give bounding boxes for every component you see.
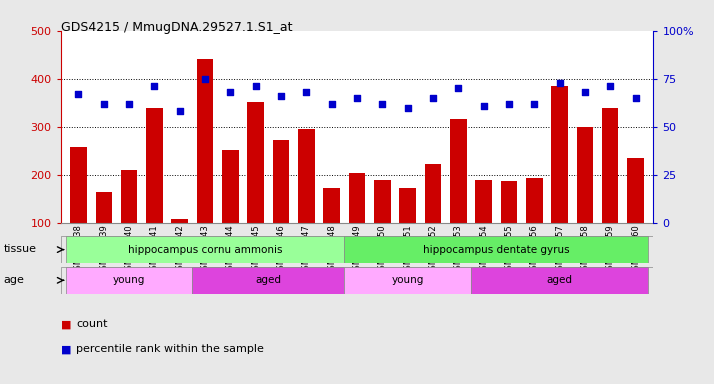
Text: tissue: tissue (4, 244, 36, 254)
Bar (425, 164, 441, 223)
Bar (551, 86, 568, 223)
Bar (192, 267, 344, 294)
Point (402, 104, 413, 111)
Point (98, 101, 109, 107)
Point (326, 101, 338, 107)
Text: hippocampus dentate gyrus: hippocampus dentate gyrus (423, 245, 570, 255)
Point (579, 89, 590, 95)
Bar (344, 236, 648, 263)
Bar (197, 59, 213, 223)
Bar (501, 182, 517, 223)
Text: young: young (391, 275, 424, 285)
Point (376, 101, 388, 107)
Point (225, 89, 236, 95)
Point (199, 76, 211, 82)
Point (301, 89, 312, 95)
Bar (348, 173, 366, 223)
Point (250, 83, 261, 89)
Point (478, 103, 489, 109)
Text: hippocampus cornu ammonis: hippocampus cornu ammonis (128, 245, 282, 255)
Text: count: count (76, 319, 108, 329)
Bar (628, 158, 644, 223)
Text: percentile rank within the sample: percentile rank within the sample (76, 344, 264, 354)
Point (605, 83, 616, 89)
Bar (70, 147, 86, 223)
Point (276, 93, 287, 99)
Bar (66, 267, 192, 294)
Bar (476, 180, 492, 223)
Bar (96, 192, 112, 223)
Point (503, 101, 515, 107)
Bar (121, 170, 137, 223)
Text: aged: aged (256, 275, 281, 285)
Bar (222, 150, 238, 223)
Point (124, 101, 135, 107)
Bar (374, 180, 391, 223)
Bar (323, 188, 340, 223)
Bar (577, 127, 593, 223)
Text: ■: ■ (61, 344, 71, 354)
Point (351, 95, 363, 101)
Point (149, 83, 160, 89)
Text: age: age (4, 275, 24, 285)
Text: aged: aged (547, 275, 573, 285)
Text: young: young (113, 275, 145, 285)
Point (630, 95, 641, 101)
Point (73, 91, 84, 97)
Bar (526, 178, 543, 223)
Bar (471, 267, 648, 294)
Bar (344, 267, 471, 294)
Point (453, 85, 464, 91)
Bar (146, 109, 163, 223)
Point (554, 79, 565, 86)
Bar (602, 109, 618, 223)
Bar (273, 140, 289, 223)
Point (174, 108, 186, 114)
Point (528, 101, 540, 107)
Text: ■: ■ (61, 319, 71, 329)
Point (427, 95, 438, 101)
Bar (399, 188, 416, 223)
Bar (171, 219, 188, 223)
Bar (298, 129, 315, 223)
Bar (450, 119, 466, 223)
Bar (248, 102, 264, 223)
Bar (66, 236, 344, 263)
Text: GDS4215 / MmugDNA.29527.1.S1_at: GDS4215 / MmugDNA.29527.1.S1_at (61, 21, 292, 34)
